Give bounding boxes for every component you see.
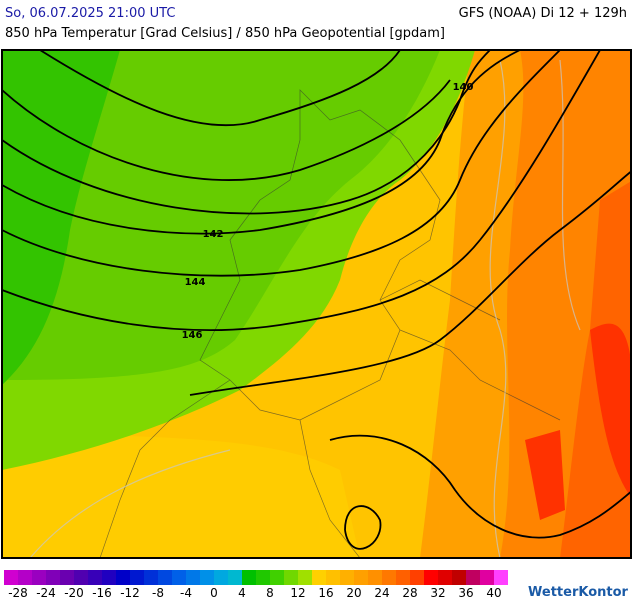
isotherms: [29, 59, 581, 558]
colorbar-tick-label: -24: [36, 586, 56, 600]
colorbar-swatch: [144, 570, 158, 585]
colorbar-swatch: [102, 570, 116, 585]
subtitle: 850 hPa Temperatur [Grad Celsius] / 850 …: [5, 26, 446, 41]
contour-label: 140: [453, 82, 474, 93]
colorbar-tick-label: -12: [120, 586, 140, 600]
colorbar-swatch: [368, 570, 382, 585]
colorbar-swatch: [130, 570, 144, 585]
colorbar-swatch: [452, 570, 466, 585]
colorbar-tick-label: 16: [318, 586, 333, 600]
colorbar-tick-label: 28: [402, 586, 417, 600]
colorbar-swatch: [438, 570, 452, 585]
model-run: GFS (NOAA) Di 12 + 129h: [458, 6, 627, 21]
geopotential-contours: [2, 50, 631, 550]
colorbar-swatch: [32, 570, 46, 585]
colorbar-swatch: [354, 570, 368, 585]
contour-labels: 140 142 144 146: [182, 82, 474, 341]
map-frame: [1, 49, 632, 559]
colorbar-swatch: [116, 570, 130, 585]
colorbar-swatch: [396, 570, 410, 585]
map: [2, 50, 631, 558]
colorbar-swatch: [186, 570, 200, 585]
colorbar-tick-label: -28: [8, 586, 28, 600]
colorbar-swatch: [172, 570, 186, 585]
colorbar-swatch: [228, 570, 242, 585]
colorbar-swatch: [480, 570, 494, 585]
colorbar-swatch: [466, 570, 480, 585]
colorbar-tick-label: 32: [430, 586, 445, 600]
colorbar-tick-label: -16: [92, 586, 112, 600]
colorbar-swatch: [312, 570, 326, 585]
contour-label: 144: [185, 277, 206, 288]
colorbar-swatch: [298, 570, 312, 585]
contour-label: 146: [182, 330, 203, 341]
colorbar-swatch: [410, 570, 424, 585]
borders: [99, 89, 561, 558]
colorbar-swatch: [424, 570, 438, 585]
colorbar-swatch: [4, 570, 18, 585]
colorbar-swatch: [214, 570, 228, 585]
colorbar-tick-label: 0: [210, 586, 218, 600]
colorbar-swatch: [46, 570, 60, 585]
contour-label: 142: [203, 229, 224, 240]
colorbar-swatch: [270, 570, 284, 585]
colorbar-tick-label: 40: [486, 586, 501, 600]
colorbar-swatch: [60, 570, 74, 585]
colorbar-tick-label: 12: [290, 586, 305, 600]
temp-field: [590, 323, 631, 498]
colorbar-swatch: [88, 570, 102, 585]
colorbar-tick-label: -8: [152, 586, 164, 600]
colorbar-swatch: [18, 570, 32, 585]
logo: WetterKontor: [528, 585, 629, 600]
colorbar-tick-label: 24: [374, 586, 389, 600]
colorbar-swatch: [242, 570, 256, 585]
colorbar-swatch: [340, 570, 354, 585]
colorbar-swatch: [382, 570, 396, 585]
colorbar-tick-label: 36: [458, 586, 473, 600]
colorbar-swatch: [74, 570, 88, 585]
colorbar-tick-label: 4: [238, 586, 246, 600]
colorbar-tick-label: 20: [346, 586, 361, 600]
datetime: So, 06.07.2025 21:00 UTC: [5, 6, 176, 21]
colorbar-swatch: [158, 570, 172, 585]
temp-field: [2, 50, 440, 380]
colorbar-swatch: [326, 570, 340, 585]
colorbar-tick-label: -4: [180, 586, 192, 600]
colorbar-tick-label: -20: [64, 586, 84, 600]
colorbar-tick-label: 8: [266, 586, 274, 600]
colorbar: -28 -24 -20 -16 -12 -8 -4 0 4 8 12 16 20 24 28 32 36 40: [4, 570, 508, 600]
colorbar-swatch: [494, 570, 508, 585]
colorbar-swatch: [200, 570, 214, 585]
colorbar-swatch: [284, 570, 298, 585]
temp-field: [2, 430, 360, 558]
colorbar-swatch: [256, 570, 270, 585]
temp-field: [525, 430, 565, 520]
